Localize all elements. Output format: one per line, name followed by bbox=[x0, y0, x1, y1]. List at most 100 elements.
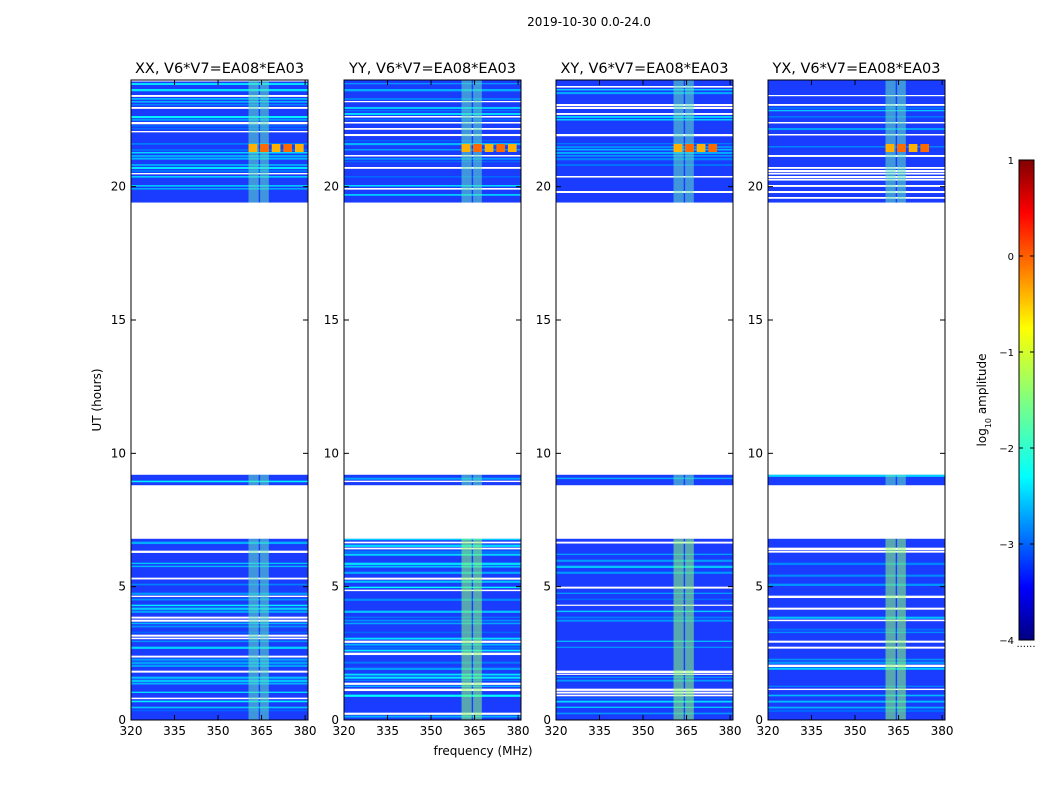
gap-band bbox=[131, 485, 308, 539]
row-streak bbox=[768, 562, 945, 566]
row-streak bbox=[344, 637, 521, 640]
row-streak bbox=[344, 712, 521, 715]
row-streak bbox=[131, 565, 308, 568]
row-streak bbox=[344, 565, 521, 568]
row-streak bbox=[131, 80, 308, 82]
row-streak bbox=[556, 598, 733, 601]
rfi-band bbox=[673, 538, 684, 720]
colorbar-label-rest: amplitude bbox=[975, 354, 989, 418]
x-tick-label: 335 bbox=[588, 724, 611, 738]
row-streak bbox=[344, 586, 521, 589]
row-streak bbox=[344, 652, 521, 656]
gap-band bbox=[344, 485, 521, 539]
rfi-band bbox=[685, 538, 694, 720]
gap-band bbox=[556, 202, 733, 475]
row-streak bbox=[131, 646, 308, 649]
row-streak bbox=[344, 610, 521, 613]
row-streak bbox=[131, 598, 308, 601]
row-streak bbox=[131, 691, 308, 693]
row-streak bbox=[768, 107, 945, 110]
row-streak bbox=[344, 649, 521, 652]
panel-title: YY, V6*V7=EA08*EA03 bbox=[348, 61, 516, 77]
row-streak bbox=[344, 598, 521, 601]
row-streak bbox=[556, 712, 733, 715]
row-streak bbox=[556, 565, 733, 569]
strong-rfi-mark bbox=[696, 144, 706, 152]
row-streak bbox=[344, 143, 521, 146]
row-streak bbox=[344, 480, 521, 483]
strong-rfi-mark bbox=[473, 144, 482, 152]
row-streak bbox=[344, 682, 521, 685]
row-streak bbox=[768, 631, 945, 634]
colorbar-tick-label: −3 bbox=[999, 540, 1014, 551]
row-streak bbox=[768, 619, 945, 622]
row-streak bbox=[344, 715, 521, 718]
y-tick-label: 10 bbox=[748, 446, 763, 460]
row-streak bbox=[344, 550, 521, 553]
row-streak bbox=[344, 667, 521, 671]
strong-rfi-mark bbox=[673, 144, 683, 152]
row-streak bbox=[344, 685, 521, 687]
row-streak bbox=[768, 110, 945, 112]
row-streak bbox=[768, 664, 945, 667]
row-streak bbox=[131, 595, 308, 598]
data-band bbox=[131, 474, 308, 486]
row-streak bbox=[131, 104, 308, 106]
x-tick-label: 365 bbox=[250, 724, 273, 738]
y-tick-label: 0 bbox=[543, 713, 551, 727]
panel-frame bbox=[555, 79, 734, 721]
row-streak bbox=[344, 541, 521, 544]
x-tick-label: 380 bbox=[719, 724, 742, 738]
rfi-band bbox=[897, 538, 906, 720]
y-tick-label: 20 bbox=[111, 180, 126, 194]
rfi-band bbox=[885, 80, 896, 203]
row-streak bbox=[344, 631, 521, 634]
rfi-band bbox=[461, 80, 472, 203]
x-tick-label: 365 bbox=[463, 724, 486, 738]
colorbar-underline: ...... bbox=[1016, 639, 1035, 650]
data-band bbox=[131, 80, 308, 203]
panel-title: XX, V6*V7=EA08*EA03 bbox=[135, 61, 304, 77]
row-streak bbox=[131, 128, 308, 130]
x-tick-label: 350 bbox=[207, 724, 230, 738]
row-streak bbox=[768, 95, 945, 97]
strong-rfi-mark bbox=[885, 144, 895, 152]
row-streak bbox=[556, 113, 733, 115]
row-streak bbox=[556, 119, 733, 121]
row-streak bbox=[556, 477, 733, 480]
row-streak bbox=[131, 640, 308, 643]
row-streak bbox=[131, 131, 308, 133]
row-streak bbox=[344, 155, 521, 157]
row-streak bbox=[131, 119, 308, 121]
strong-rfi-mark bbox=[685, 144, 694, 152]
row-streak bbox=[131, 676, 308, 679]
x-tick-label: 350 bbox=[632, 724, 655, 738]
data-band bbox=[768, 80, 945, 203]
row-streak bbox=[344, 562, 521, 565]
row-streak bbox=[131, 622, 308, 625]
row-streak bbox=[344, 616, 521, 618]
row-streak bbox=[131, 550, 308, 553]
rfi-band bbox=[260, 474, 269, 486]
row-streak bbox=[131, 95, 308, 97]
colorbar-gradient bbox=[1018, 159, 1035, 641]
row-streak bbox=[131, 619, 308, 622]
heatmap-bands bbox=[556, 80, 733, 720]
rfi-band bbox=[685, 474, 694, 486]
row-streak bbox=[768, 170, 945, 173]
row-streak bbox=[556, 143, 733, 145]
row-streak bbox=[344, 676, 521, 679]
row-streak bbox=[131, 185, 308, 187]
row-streak bbox=[344, 694, 521, 697]
row-streak bbox=[131, 101, 308, 103]
row-streak bbox=[768, 646, 945, 649]
row-streak bbox=[768, 685, 945, 687]
rfi-band bbox=[897, 80, 906, 203]
row-streak bbox=[131, 122, 308, 125]
row-streak bbox=[768, 547, 945, 551]
row-streak bbox=[556, 107, 733, 109]
x-axis-label: frequency (MHz) bbox=[433, 744, 532, 758]
row-streak bbox=[131, 592, 308, 595]
y-tick-label: 10 bbox=[111, 446, 126, 460]
rfi-band bbox=[473, 80, 482, 203]
